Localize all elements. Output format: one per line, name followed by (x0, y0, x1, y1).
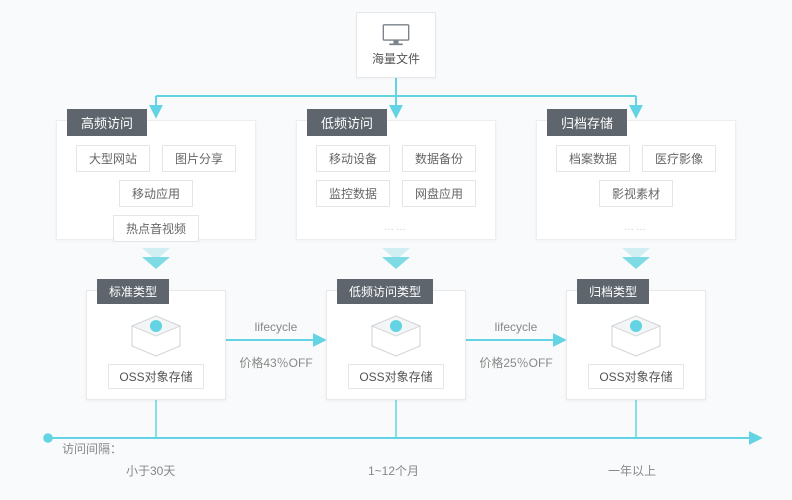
arrow-down-icon (142, 257, 170, 269)
timeline-mark: 1~12个月 (368, 462, 419, 479)
cube-icon (130, 314, 182, 358)
cube-icon (610, 314, 662, 358)
tag: 监控数据 (316, 180, 390, 207)
category-title: 归档存储 (547, 109, 627, 136)
type-title: 归档类型 (577, 279, 649, 304)
timeline-mark: 一年以上 (608, 462, 656, 479)
tag: 档案数据 (556, 145, 630, 172)
type-box-archive: 归档类型 OSS对象存储 (566, 290, 706, 400)
category-card-archive: 归档存储 档案数据 医疗影像 影视素材 …… (536, 120, 736, 240)
source-label: 海量文件 (372, 50, 420, 67)
timeline-key: 访问间隔： (62, 440, 122, 457)
category-card-low-freq: 低频访问 移动设备 数据备份 监控数据 网盘应用 …… (296, 120, 496, 240)
category-title: 低频访问 (307, 109, 387, 136)
ellipsis: …… (57, 222, 255, 233)
arrow-down-icon (382, 257, 410, 269)
arrow-down-icon (622, 257, 650, 269)
tag: 影视素材 (599, 180, 673, 207)
tag: 大型网站 (76, 145, 150, 172)
monitor-icon (382, 24, 410, 46)
storage-label: OSS对象存储 (348, 364, 443, 389)
ellipsis: …… (297, 222, 495, 233)
tag: 数据备份 (402, 145, 476, 172)
lifecycle-label: lifecycle (466, 320, 566, 334)
type-box-infrequent: 低频访问类型 OSS对象存储 (326, 290, 466, 400)
category-title: 高频访问 (67, 109, 147, 136)
timeline-mark: 小于30天 (126, 462, 175, 479)
tag: 医疗影像 (642, 145, 716, 172)
type-title: 标准类型 (97, 279, 169, 304)
type-title: 低频访问类型 (337, 279, 433, 304)
storage-label: OSS对象存储 (588, 364, 683, 389)
storage-label: OSS对象存储 (108, 364, 203, 389)
type-box-standard: 标准类型 OSS对象存储 (86, 290, 226, 400)
ellipsis: …… (537, 222, 735, 233)
category-card-high-freq: 高频访问 大型网站 图片分享 移动应用 热点音视频 …… (56, 120, 256, 240)
tag: 移动应用 (119, 180, 193, 207)
lifecycle-label: lifecycle (226, 320, 326, 334)
price-off-label: 价格25％OFF (466, 354, 566, 371)
source-box: 海量文件 (356, 12, 436, 78)
cube-icon (370, 314, 422, 358)
tag: 移动设备 (316, 145, 390, 172)
price-off-label: 价格43％OFF (226, 354, 326, 371)
tag: 图片分享 (162, 145, 236, 172)
tag: 网盘应用 (402, 180, 476, 207)
